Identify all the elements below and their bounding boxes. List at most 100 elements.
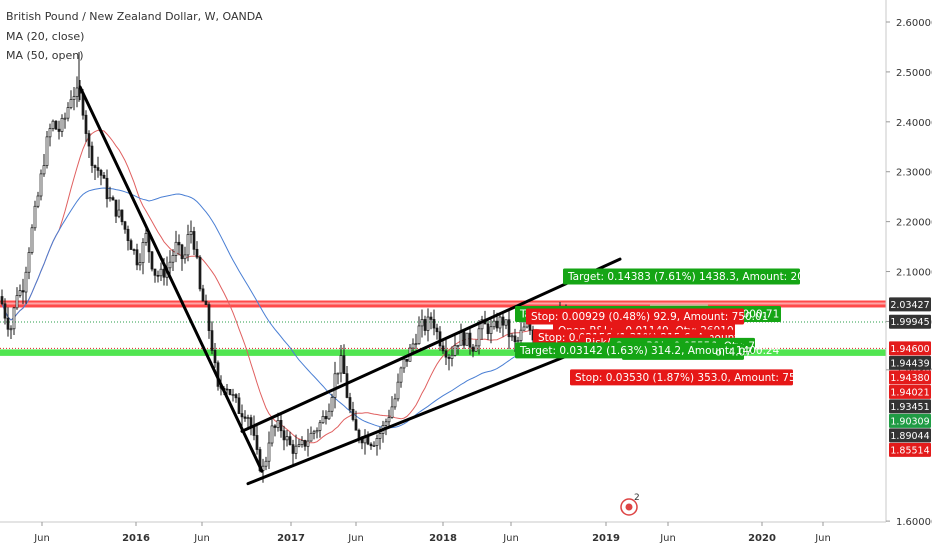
candle-body	[150, 251, 154, 270]
candle-body	[450, 354, 454, 359]
candle-body	[498, 316, 502, 329]
stop-label-text: Stop: 0.03530 (1.87%) 353.0, Amount: 750…	[575, 372, 819, 384]
price-badge: 1.93451	[889, 399, 931, 414]
candle-body	[312, 431, 316, 434]
trendline-1[interactable]	[78, 85, 264, 473]
price-badge: 1.90309	[889, 413, 931, 428]
price-badges: 2.03427 1.99945 1.94600 1.94439 1.94380 1.940…	[889, 297, 931, 457]
candle-body	[99, 170, 103, 176]
candle-body	[186, 234, 190, 256]
position-label-target[interactable]: Target: 0.14383 (7.61%) 1438.3, Amount: …	[563, 268, 828, 285]
candle-body	[423, 319, 427, 331]
candle-body	[21, 290, 25, 293]
candle-body	[477, 328, 481, 347]
candle-body	[258, 449, 262, 472]
price-badge-label: 1.94021	[890, 387, 929, 398]
candle-body	[336, 372, 340, 375]
trendlines[interactable]	[78, 85, 622, 486]
x-axis-ticks: Jun 2016 Jun 2017 Jun 2018 Jun 2019 Jun 2020 Jun	[33, 522, 831, 544]
position-label-stop[interactable]: Stop: 0.00929 (0.48%) 92.9, Amount: 750.…	[526, 308, 768, 325]
candle-body	[444, 350, 448, 358]
candle-body	[24, 271, 28, 293]
candle-body	[330, 397, 334, 412]
x-tick-label: Jun	[502, 533, 519, 544]
x-tick-label: 2016	[122, 533, 150, 544]
x-tick-label: 2018	[429, 533, 457, 544]
target-label-bg	[515, 342, 715, 359]
x-tick-label: 2019	[592, 533, 620, 544]
candle-body	[54, 120, 58, 130]
candle-body	[45, 136, 49, 166]
price-badge-bg	[889, 442, 931, 457]
price-badge-bg	[889, 370, 931, 385]
candle-body	[489, 326, 493, 335]
candle-body	[417, 325, 421, 345]
trendline-3[interactable]	[240, 257, 622, 433]
candle-body	[375, 438, 379, 446]
candle-body	[252, 427, 256, 436]
candle-body	[33, 205, 37, 229]
event-marker[interactable]: 2	[620, 493, 640, 516]
candle-body	[144, 233, 148, 243]
candle-body	[201, 288, 205, 302]
candle-body	[0, 296, 4, 305]
candle-body	[390, 406, 394, 418]
price-badge-label: 1.89044	[890, 431, 929, 442]
candle-body	[168, 261, 172, 269]
candle-body	[441, 345, 445, 352]
price-badge: 1.94021	[889, 384, 931, 399]
candle-body	[393, 398, 397, 408]
position-label-target[interactable]: Target: 0.03142 (1.63%) 314.2, Amount: 1…	[515, 342, 780, 359]
candle-body	[474, 345, 478, 352]
ma-50-legend[interactable]: MA (50, open)	[6, 49, 84, 62]
candle-body	[117, 209, 121, 217]
stop-label-text: Stop: 0.00929 (0.48%) 92.9, Amount: 750.…	[531, 311, 768, 323]
candle-body	[519, 329, 523, 341]
candle-body	[426, 316, 430, 331]
ma-50-line	[1, 187, 570, 429]
candle-body	[51, 120, 55, 129]
candle-body	[513, 335, 517, 343]
candle-body	[333, 373, 337, 398]
candle-body	[297, 444, 301, 447]
x-tick-label: Jun	[347, 533, 364, 544]
candle-body	[3, 303, 7, 319]
price-badge: 1.85514	[889, 442, 931, 457]
candle-body	[237, 397, 241, 414]
plot-area[interactable]	[0, 0, 886, 522]
candle-body	[480, 319, 484, 330]
candle-body	[60, 117, 64, 132]
candle-body	[471, 346, 475, 352]
candle-body	[462, 331, 466, 346]
candle-body	[396, 381, 400, 400]
candle-body	[63, 117, 67, 120]
candle-body	[210, 330, 214, 351]
candle-body	[342, 355, 346, 374]
candle-body	[435, 327, 439, 333]
price-badge: 1.94439	[889, 355, 931, 370]
price-badge-label: 1.93451	[890, 402, 929, 413]
candle-body	[171, 254, 175, 263]
candle-body	[153, 268, 157, 276]
price-badge-bg	[889, 314, 931, 329]
ma-20-legend[interactable]: MA (20, close)	[6, 30, 84, 43]
candle-body	[459, 331, 463, 346]
candle-body	[267, 442, 271, 462]
candle-body	[456, 344, 460, 347]
candle-body	[75, 87, 79, 97]
y-tick-label: 2.20000	[896, 218, 932, 229]
candle-body	[321, 416, 325, 424]
position-tools[interactable]: Target: 0.14383 (7.61%) 1438.3, Amount: …	[515, 268, 828, 386]
trendline-2[interactable]	[246, 352, 574, 486]
candle-body	[348, 397, 352, 410]
candle-body	[243, 416, 247, 419]
position-label-stop[interactable]: Stop: 0.03530 (1.87%) 353.0, Amount: 750…	[570, 369, 819, 386]
price-badge-bg	[889, 297, 931, 312]
stop-label-bg	[570, 369, 793, 386]
candle-body	[309, 432, 313, 442]
candle-body	[198, 256, 202, 290]
candle-body	[294, 445, 298, 454]
candle-body	[192, 231, 196, 250]
candle-body	[438, 331, 442, 347]
